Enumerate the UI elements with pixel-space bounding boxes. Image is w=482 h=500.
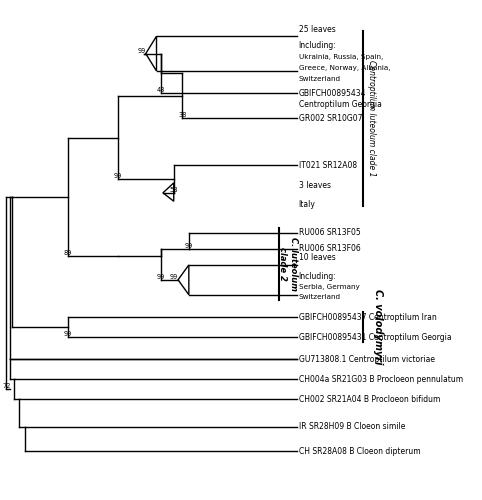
Text: RU006 SR13F05: RU006 SR13F05 (299, 228, 361, 237)
Text: 58: 58 (170, 187, 178, 193)
Text: Switzerland: Switzerland (299, 294, 341, 300)
Text: GR002 SR10G07: GR002 SR10G07 (299, 114, 362, 122)
Text: Centroptilum luteolum clade 1: Centroptilum luteolum clade 1 (367, 60, 376, 177)
Text: CH002 SR21A04 B Procloeon bifidum: CH002 SR21A04 B Procloeon bifidum (299, 394, 440, 404)
Text: C. luteolum
clade 2: C. luteolum clade 2 (278, 236, 298, 290)
Text: RU006 SR13F06: RU006 SR13F06 (299, 244, 361, 253)
Text: 43: 43 (157, 88, 165, 94)
Text: 99: 99 (185, 242, 193, 248)
Text: Centroptilum Georgia: Centroptilum Georgia (299, 100, 382, 109)
Text: 38: 38 (178, 112, 187, 118)
Text: Greece, Norway, Albania,: Greece, Norway, Albania, (299, 65, 390, 71)
Text: 72: 72 (2, 383, 11, 389)
Text: CH SR28A08 B Cloeon dipterum: CH SR28A08 B Cloeon dipterum (299, 447, 420, 456)
Text: 99: 99 (137, 48, 146, 54)
Text: IR SR28H09 B Cloeon simile: IR SR28H09 B Cloeon simile (299, 422, 405, 431)
Text: C. volodymyri: C. volodymyri (374, 290, 383, 365)
Text: GU713808.1 Centroptilum victoriae: GU713808.1 Centroptilum victoriae (299, 355, 435, 364)
Text: Italy: Italy (299, 200, 316, 209)
Text: 25 leaves: 25 leaves (299, 24, 335, 34)
Text: CH004a SR21G03 B Procloeon pennulatum: CH004a SR21G03 B Procloeon pennulatum (299, 375, 463, 384)
Text: GBIFCH00895431 Centroptilum Georgia: GBIFCH00895431 Centroptilum Georgia (299, 332, 451, 342)
Text: 10 leaves: 10 leaves (299, 254, 335, 262)
Text: GBIFCH00895434: GBIFCH00895434 (299, 89, 366, 98)
Text: IT021 SR12A08: IT021 SR12A08 (299, 161, 357, 170)
Text: 89: 89 (64, 250, 72, 256)
Text: 99: 99 (170, 274, 178, 280)
Text: 99: 99 (114, 173, 122, 179)
Text: Serbia, Germany: Serbia, Germany (299, 284, 360, 290)
Text: Switzerland: Switzerland (299, 76, 341, 82)
Text: Including:: Including: (299, 272, 336, 281)
Text: Including:: Including: (299, 41, 336, 50)
Text: 99: 99 (64, 331, 72, 337)
Text: 3 leaves: 3 leaves (299, 182, 331, 190)
Text: Ukrainia, Russia, Spain,: Ukrainia, Russia, Spain, (299, 54, 383, 60)
Text: GBIFCH00895437 Centroptilum Iran: GBIFCH00895437 Centroptilum Iran (299, 312, 437, 322)
Text: 99: 99 (157, 274, 165, 280)
